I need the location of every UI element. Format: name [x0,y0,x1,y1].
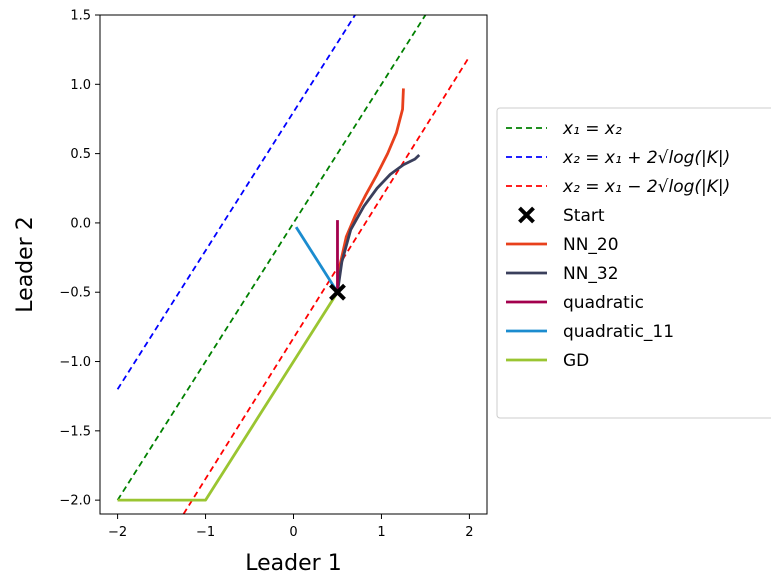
legend-label: x₁ = x₂ [562,119,622,139]
legend-item-2: x₂ = x₁ + 2√log(|K|) [506,148,730,168]
series-line-1 [116,15,427,501]
x-tick-label: 1 [377,525,385,540]
legend-item-8: quadratic_11 [506,322,674,342]
y-tick-label: −1.0 [59,355,91,370]
legend-label: quadratic_11 [563,322,674,342]
legend-item-4: Start [518,206,605,226]
legend-item-1: x₁ = x₂ [506,119,622,139]
y-tick-label: 0.0 [70,216,91,231]
series-line-2 [116,15,356,390]
legend: x₁ = x₂ x₂ = x₁ + 2√log(|K|) x₂ = x₁ − 2√l… [496,107,771,419]
series-line-8 [117,291,339,502]
y-tick-label: −1.5 [59,424,91,439]
legend-frame [496,107,771,419]
legend-label: NN_32 [563,264,619,284]
series-group [116,15,471,514]
axes-frame [99,14,488,515]
series-line-3 [182,56,471,514]
x-tick-label: 2 [465,525,473,540]
legend-label: x₂ = x₁ − 2√log(|K|) [562,177,730,197]
start-marker [329,283,346,301]
y-tick-label: −0.5 [59,286,91,301]
series-line-4 [336,88,405,293]
legend-label: NN_20 [563,235,619,255]
legend-marker [518,206,535,224]
x-tick-label: −2 [108,525,127,540]
y-tick-label: 1.5 [70,9,91,24]
legend-item-5: NN_20 [506,235,619,255]
x-tick-label: 0 [289,525,297,540]
legend-label: x₂ = x₁ + 2√log(|K|) [562,148,730,168]
ticks: −2 −1 0 1 2 −2.0 −1.5 −1.0 −0.5 0.0 0.5 1.0 1.5 [59,9,473,541]
y-tick-label: 0.5 [70,147,91,162]
legend-item-3: x₂ = x₁ − 2√log(|K|) [506,177,730,197]
y-tick-label: −2.0 [59,494,91,509]
series-line-7 [294,226,339,293]
x-tick-label: −1 [196,525,215,540]
x-axis-title: Leader 1 [245,551,341,576]
y-axis-title: Leader 2 [13,216,38,312]
legend-item-7: quadratic [506,293,644,313]
legend-label: GD [563,351,589,371]
plot-area [116,15,471,514]
legend-item-6: NN_32 [506,264,619,284]
y-tick-label: 1.0 [70,78,91,93]
legend-item-9: GD [506,351,589,371]
series-line-5 [336,153,421,293]
legend-label: Start [563,206,605,226]
legend-label: quadratic [563,293,644,313]
